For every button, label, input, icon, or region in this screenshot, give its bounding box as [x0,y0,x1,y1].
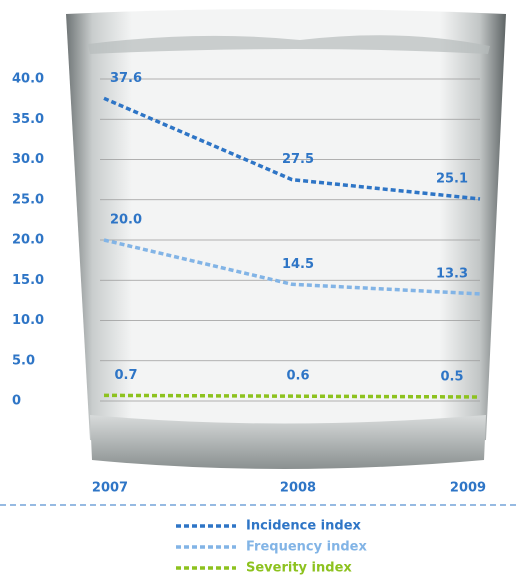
x-tick-label: 2008 [280,481,316,496]
y-tick-label: 25.0 [12,192,44,207]
y-tick-label: 40.0 [12,72,44,87]
series-line [103,238,481,296]
x-tick-label: 2007 [92,481,128,496]
legend-label: Frequency index [246,540,367,555]
series-line [103,393,481,399]
data-label: 27.5 [282,152,314,167]
data-label: 20.0 [110,213,142,228]
data-label: 37.6 [110,71,142,86]
y-tick-label: 35.0 [12,112,44,127]
series-line [103,96,481,201]
y-tick-label: 10.0 [12,313,44,328]
data-label: 0.6 [286,369,309,384]
data-label: 0.5 [440,369,463,384]
y-tick-label: 0 [12,394,21,409]
y-tick-label: 20.0 [12,233,44,248]
y-tick-label: 15.0 [12,273,44,288]
legend-label: Incidence index [246,519,362,534]
data-label: 13.3 [436,266,468,281]
data-label: 0.7 [114,368,137,383]
legend-label: Severity index [246,561,352,576]
y-tick-label: 5.0 [12,353,35,368]
y-tick-label: 30.0 [12,152,44,167]
data-label: 25.1 [436,171,468,186]
x-tick-label: 2009 [450,481,486,496]
data-label: 14.5 [282,257,314,272]
